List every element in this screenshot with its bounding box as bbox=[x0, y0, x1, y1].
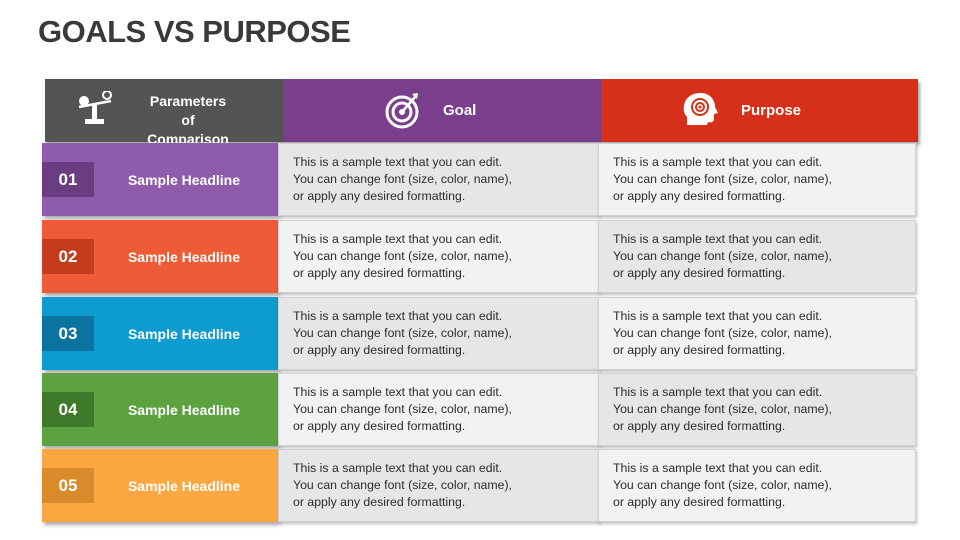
row-number-badge: 03 bbox=[42, 316, 94, 351]
header-goal: Goal bbox=[283, 79, 601, 142]
cell-text-line: You can change font (size, color, name), bbox=[293, 326, 512, 340]
cell-text-line: You can change font (size, color, name), bbox=[293, 172, 512, 186]
goal-cell: This is a sample text that you can edit.… bbox=[278, 449, 600, 522]
cell-text-line: or apply any desired formatting. bbox=[613, 189, 786, 203]
cell-text-line: This is a sample text that you can edit. bbox=[613, 385, 823, 399]
header-purpose: Purpose bbox=[601, 79, 918, 142]
cell-text-line: You can change font (size, color, name), bbox=[293, 249, 512, 263]
cell-text-line: This is a sample text that you can edit. bbox=[293, 309, 503, 323]
cell-text-line: This is a sample text that you can edit. bbox=[293, 155, 503, 169]
page-title: GOALS VS PURPOSE bbox=[38, 14, 351, 49]
cell-text-line: This is a sample text that you can edit. bbox=[613, 309, 823, 323]
purpose-cell: This is a sample text that you can edit.… bbox=[598, 143, 916, 216]
purpose-cell: This is a sample text that you can edit.… bbox=[598, 220, 916, 293]
cell-text-line: or apply any desired formatting. bbox=[613, 266, 786, 280]
row-header: 05 Sample Headline bbox=[42, 449, 278, 522]
cell-text-line: You can change font (size, color, name), bbox=[613, 326, 832, 340]
cell-text-line: or apply any desired formatting. bbox=[293, 419, 466, 433]
row-number-badge: 02 bbox=[42, 239, 94, 274]
balance-scale-icon bbox=[75, 90, 115, 129]
cell-text-line: This is a sample text that you can edit. bbox=[293, 232, 503, 246]
cell-text-line: You can change font (size, color, name), bbox=[613, 402, 832, 416]
goal-cell: This is a sample text that you can edit.… bbox=[278, 143, 600, 216]
table-row: 04 Sample Headline This is a sample text t… bbox=[42, 373, 918, 446]
header-parameters: Parameters of Comparison bbox=[45, 79, 283, 147]
row-headline: Sample Headline bbox=[127, 477, 241, 494]
goal-cell: This is a sample text that you can edit.… bbox=[278, 373, 600, 446]
row-header: 03 Sample Headline bbox=[42, 297, 278, 370]
row-headline: Sample Headline bbox=[127, 171, 241, 188]
row-header: 01 Sample Headline bbox=[42, 143, 278, 216]
cell-text-line: or apply any desired formatting. bbox=[613, 495, 786, 509]
purpose-cell: This is a sample text that you can edit.… bbox=[598, 373, 916, 446]
cell-text-line: This is a sample text that you can edit. bbox=[293, 461, 503, 475]
table-row: 01 Sample Headline This is a sample text t… bbox=[42, 143, 918, 216]
goal-cell: This is a sample text that you can edit.… bbox=[278, 220, 600, 293]
cell-text-line: or apply any desired formatting. bbox=[293, 266, 466, 280]
cell-text-line: or apply any desired formatting. bbox=[293, 343, 466, 357]
cell-text-line: This is a sample text that you can edit. bbox=[613, 461, 823, 475]
row-headline: Sample Headline bbox=[127, 248, 241, 265]
row-number-badge: 05 bbox=[42, 468, 94, 503]
header-purpose-label: Purpose bbox=[741, 102, 802, 119]
table-row: 05 Sample Headline This is a sample text t… bbox=[42, 449, 918, 522]
row-headline: Sample Headline bbox=[127, 325, 241, 342]
row-number-badge: 04 bbox=[42, 392, 94, 427]
purpose-cell: This is a sample text that you can edit.… bbox=[598, 297, 916, 370]
row-header: 02 Sample Headline bbox=[42, 220, 278, 293]
cell-text-line: This is a sample text that you can edit. bbox=[293, 385, 503, 399]
cell-text-line: or apply any desired formatting. bbox=[293, 189, 466, 203]
purpose-cell: This is a sample text that you can edit.… bbox=[598, 449, 916, 522]
head-target-icon bbox=[681, 91, 719, 129]
table-row: 02 Sample Headline This is a sample text t… bbox=[42, 220, 918, 293]
cell-text-line: You can change font (size, color, name), bbox=[613, 478, 832, 492]
header-parameters-line1: Parameters of bbox=[149, 93, 227, 128]
goal-cell: This is a sample text that you can edit.… bbox=[278, 297, 600, 370]
cell-text-line: or apply any desired formatting. bbox=[613, 419, 786, 433]
cell-text-line: or apply any desired formatting. bbox=[613, 343, 786, 357]
cell-text-line: This is a sample text that you can edit. bbox=[613, 232, 823, 246]
cell-text-line: or apply any desired formatting. bbox=[293, 495, 466, 509]
row-headline: Sample Headline bbox=[127, 401, 241, 418]
cell-text-line: This is a sample text that you can edit. bbox=[613, 155, 823, 169]
table-row: 03 Sample Headline This is a sample text t… bbox=[42, 297, 918, 370]
target-arrow-icon bbox=[383, 91, 421, 129]
cell-text-line: You can change font (size, color, name), bbox=[613, 172, 832, 186]
cell-text-line: You can change font (size, color, name), bbox=[613, 249, 832, 263]
header-goal-label: Goal bbox=[443, 102, 477, 119]
cell-text-line: You can change font (size, color, name), bbox=[293, 402, 512, 416]
row-number-badge: 01 bbox=[42, 162, 94, 197]
cell-text-line: You can change font (size, color, name), bbox=[293, 478, 512, 492]
row-header: 04 Sample Headline bbox=[42, 373, 278, 446]
